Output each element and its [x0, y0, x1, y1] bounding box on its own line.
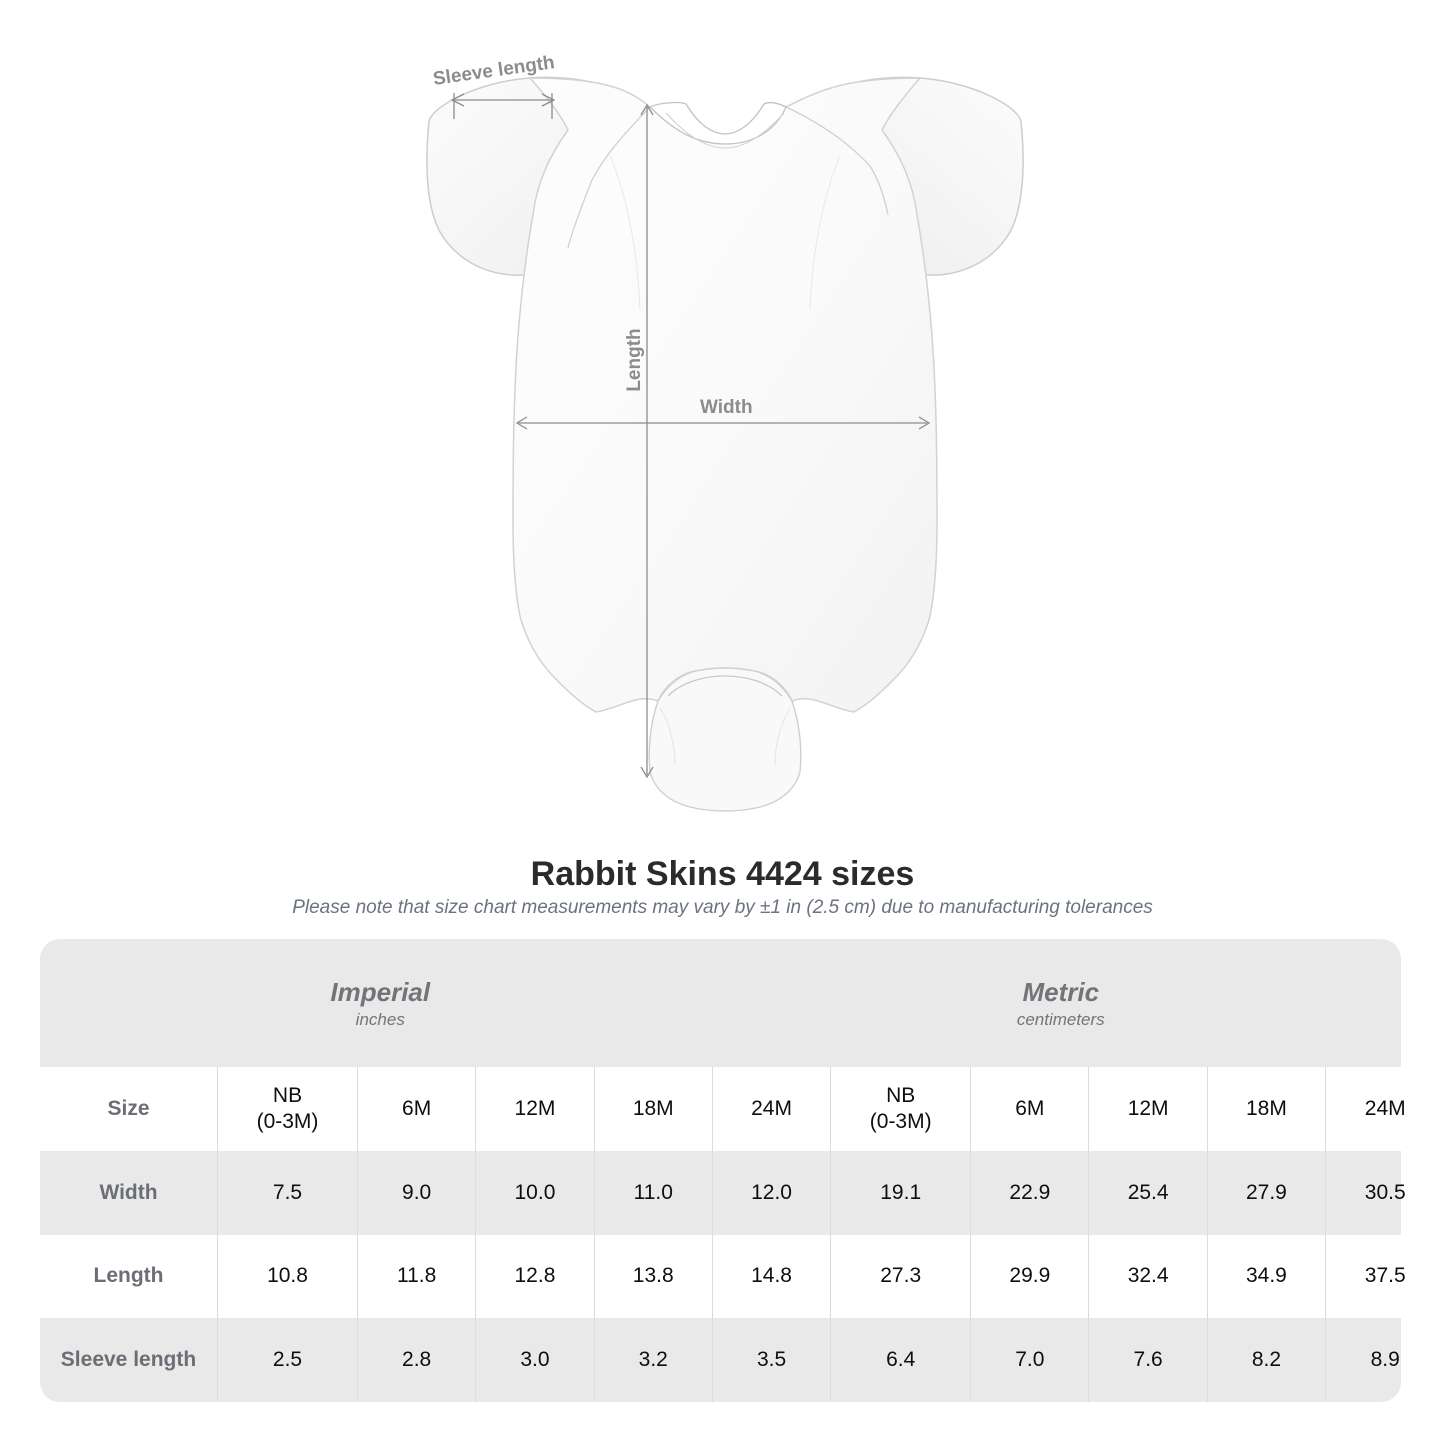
- svg-text:Width: Width: [700, 397, 753, 418]
- svg-text:Length: Length: [624, 328, 645, 391]
- svg-text:Sleeve length: Sleeve length: [432, 52, 556, 90]
